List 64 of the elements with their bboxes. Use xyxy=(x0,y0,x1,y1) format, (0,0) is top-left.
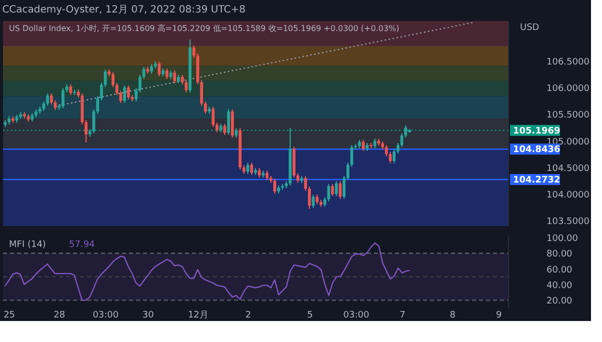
ref-line-label: 104.2732 xyxy=(513,176,560,186)
candlestick xyxy=(227,108,230,136)
x-tick-label: 7 xyxy=(400,310,406,320)
candlestick xyxy=(230,108,234,138)
y-tick-label: 106.5000 xyxy=(546,57,590,68)
candlestick xyxy=(212,106,215,128)
candlestick xyxy=(204,100,207,114)
candlestick xyxy=(362,139,365,152)
series-label: MFI (14) xyxy=(9,240,46,250)
candlestick xyxy=(308,186,311,210)
y-tick-label: 105.5000 xyxy=(546,110,590,121)
candlestick xyxy=(312,194,315,208)
y-tick-label: 60.00 xyxy=(546,265,573,276)
candlestick xyxy=(173,70,176,84)
candlestick xyxy=(62,88,64,109)
candlestick xyxy=(266,170,268,181)
y-tick-label: 106.0000 xyxy=(546,84,590,94)
x-tick-label: 03:00 xyxy=(343,310,370,320)
x-tick-label: 9 xyxy=(496,310,502,320)
y-tick-label: 103.5000 xyxy=(546,217,590,228)
candlestick xyxy=(342,175,346,200)
candlestick xyxy=(138,74,142,93)
x-tick-label: 30 xyxy=(142,310,154,320)
x-tick-label: 2 xyxy=(245,310,252,320)
candlestick xyxy=(392,148,396,164)
candlestick xyxy=(258,167,261,178)
candlestick xyxy=(373,138,376,149)
annotation: 57.94 xyxy=(69,240,96,250)
candlestick xyxy=(396,142,400,154)
y-axis-title: USD xyxy=(520,23,540,33)
candlestick xyxy=(142,66,146,80)
ref-line-label: 105.1969 xyxy=(513,126,560,136)
y-tick-label: 20.00 xyxy=(546,296,573,307)
candlestick xyxy=(304,175,307,192)
candlestick xyxy=(100,82,103,101)
candlestick xyxy=(216,122,218,133)
y-tick-label: 80.00 xyxy=(546,250,573,260)
candlestick xyxy=(296,172,300,184)
y-tick-label: 40.00 xyxy=(546,281,573,292)
y-tick-label: 100.00 xyxy=(546,234,578,244)
candlestick xyxy=(331,183,334,197)
y-tick-label: 104.0000 xyxy=(546,190,590,201)
candlestick xyxy=(123,84,126,104)
x-tick-label: 28 xyxy=(54,310,66,320)
candlestick xyxy=(316,194,319,205)
x-tick-label: 03:00 xyxy=(92,310,119,320)
candlestick xyxy=(150,64,153,74)
candlestick xyxy=(112,72,114,88)
candlestick xyxy=(250,162,254,176)
chart-subtitle: US Dollar Index, 1小时, 开=105.1609 高=105.2209 低=105.1589 收=105.1969 +0.0300 (+0.03%) xyxy=(9,24,400,33)
candlestick xyxy=(69,84,72,96)
candlestick xyxy=(334,180,338,197)
line-series xyxy=(4,242,410,301)
candlestick xyxy=(104,68,107,88)
candlestick xyxy=(134,88,138,102)
chart-title: CCacademy-Oyster, 12月 07, 2022 08:39 UTC+8 xyxy=(2,4,246,16)
candlestick xyxy=(165,68,168,80)
ref-line-label: 104.8436 xyxy=(513,145,560,156)
candlestick xyxy=(126,84,130,100)
x-tick-label: 8 xyxy=(450,310,456,320)
x-tick-label: 5 xyxy=(307,310,313,320)
x-tick-label: 25 xyxy=(4,310,16,320)
x-tick-label: 12月 xyxy=(188,310,208,320)
y-tick-label: 104.5000 xyxy=(546,164,590,174)
